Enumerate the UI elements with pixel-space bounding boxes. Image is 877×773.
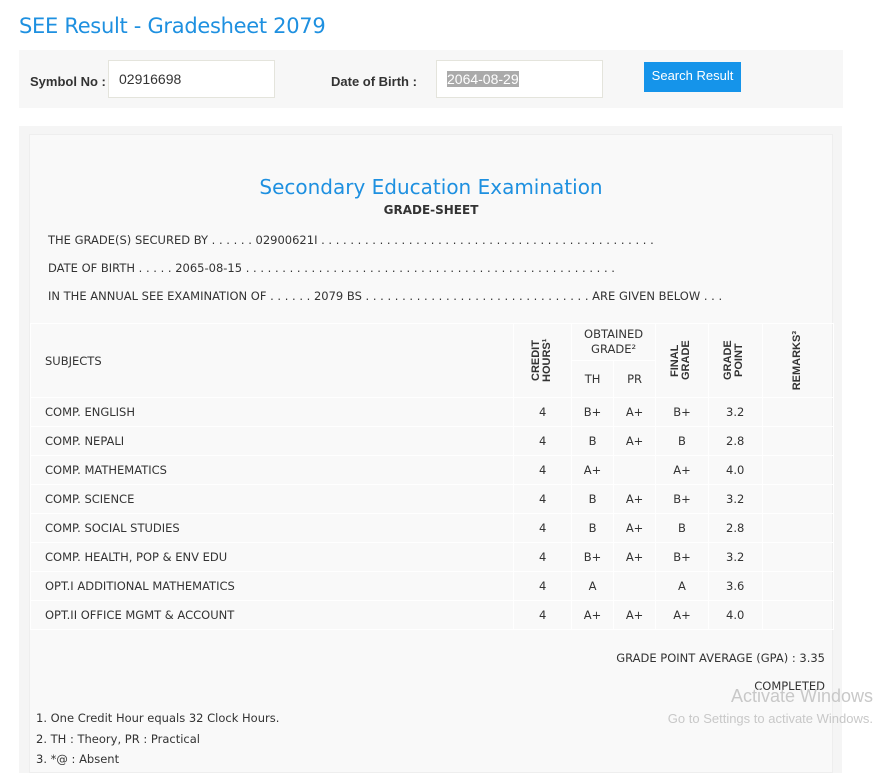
cell-credit: 4	[513, 571, 573, 601]
cell-gp: 2.8	[707, 426, 763, 456]
cell-final: B+	[655, 484, 709, 514]
symbol-input[interactable]: 02916698	[108, 60, 275, 98]
cell-final: A+	[655, 600, 709, 630]
dob-value: 2064-08-29	[447, 71, 519, 87]
cell-final: A+	[655, 455, 709, 485]
cell-remarks	[761, 426, 835, 456]
cell-remarks	[761, 571, 835, 601]
cell-subject: COMP. NEPALI	[29, 426, 515, 456]
cell-remarks	[761, 513, 835, 543]
cell-credit: 4	[513, 600, 573, 630]
cell-pr: A+	[613, 484, 657, 514]
dob-label: Date of Birth :	[331, 74, 417, 89]
cell-gp: 3.6	[707, 571, 763, 601]
final-header: FINAL GRADE	[668, 340, 692, 381]
symbol-label: Symbol No :	[30, 74, 106, 89]
cell-final: B+	[655, 397, 709, 427]
cell-th: A	[571, 571, 615, 601]
cell-credit: 4	[513, 426, 573, 456]
pr-header: PR	[613, 360, 657, 398]
search-result-button[interactable]: Search Result	[644, 62, 741, 92]
cell-final: B	[655, 513, 709, 543]
exam-line: IN THE ANNUAL SEE EXAMINATION OF . . . .…	[48, 289, 723, 303]
cell-subject: COMP. MATHEMATICS	[29, 455, 515, 485]
cell-credit: 4	[513, 484, 573, 514]
table-row: COMP. NEPALI 4 B A+ B 2.8	[29, 426, 835, 456]
gradesheet: Secondary Education Examination GRADE-SH…	[19, 126, 842, 773]
secured-by-line: THE GRADE(S) SECURED BY . . . . . . 0290…	[48, 233, 654, 247]
cell-pr: A+	[613, 600, 657, 630]
cell-gp: 3.2	[707, 542, 763, 572]
watermark-subtitle: Go to Settings to activate Windows.	[667, 711, 873, 726]
cell-gp: 2.8	[707, 513, 763, 543]
watermark-title: Activate Windows	[730, 686, 873, 706]
cell-subject: COMP. SCIENCE	[29, 484, 515, 514]
exam-heading: Secondary Education Examination	[259, 175, 603, 199]
table-row: COMP. ENGLISH 4 B+ A+ B+ 3.2	[29, 397, 835, 427]
cell-gp: 4.0	[707, 600, 763, 630]
cell-pr: A+	[613, 513, 657, 543]
dob-input[interactable]: 2064-08-29	[436, 60, 603, 98]
table-row: OPT.I ADDITIONAL MATHEMATICS 4 A A 3.6	[29, 571, 835, 601]
gp-header: GRADE POINT	[722, 340, 746, 381]
cell-gp: 3.2	[707, 397, 763, 427]
table-row: COMP. SOCIAL STUDIES 4 B A+ B 2.8	[29, 513, 835, 543]
cell-subject: OPT.I ADDITIONAL MATHEMATICS	[29, 571, 515, 601]
cell-final: B	[655, 426, 709, 456]
cell-th: A+	[571, 455, 615, 485]
cell-th: B+	[571, 542, 615, 572]
cell-remarks	[761, 600, 835, 630]
subjects-header: SUBJECTS	[29, 323, 515, 398]
cell-pr	[613, 455, 657, 485]
note-3: 3. *@ : Absent	[36, 752, 120, 766]
cell-remarks	[761, 455, 835, 485]
cell-th: B	[571, 426, 615, 456]
cell-gp: 3.2	[707, 484, 763, 514]
cell-pr: A+	[613, 542, 657, 572]
cell-subject: COMP. ENGLISH	[29, 397, 515, 427]
gradesheet-inner: Secondary Education Examination GRADE-SH…	[29, 134, 835, 773]
cell-final: A	[655, 571, 709, 601]
cell-subject: OPT.II OFFICE MGMT & ACCOUNT	[29, 600, 515, 630]
status: COMPLETED	[754, 679, 825, 693]
gradesheet-heading: GRADE-SHEET	[383, 203, 479, 217]
remarks-header: REMARKS³	[791, 330, 804, 391]
obtained-header: OBTAINED GRADE²	[571, 323, 657, 361]
cell-th: B	[571, 513, 615, 543]
table-row: COMP. MATHEMATICS 4 A+ A+ 4.0	[29, 455, 835, 485]
cell-credit: 4	[513, 513, 573, 543]
cell-credit: 4	[513, 397, 573, 427]
cell-pr: A+	[613, 426, 657, 456]
gpa: GRADE POINT AVERAGE (GPA) : 3.35	[616, 651, 825, 665]
cell-subject: COMP. HEALTH, POP & ENV EDU	[29, 542, 515, 572]
cell-th: A+	[571, 600, 615, 630]
cell-gp: 4.0	[707, 455, 763, 485]
table-row: COMP. HEALTH, POP & ENV EDU 4 B+ A+ B+ 3.2	[29, 542, 835, 572]
page-title: SEE Result - Gradesheet 2079	[19, 14, 326, 38]
cell-th: B+	[571, 397, 615, 427]
cell-credit: 4	[513, 455, 573, 485]
cell-pr	[613, 571, 657, 601]
table-row: OPT.II OFFICE MGMT & ACCOUNT 4 A+ A+ A+ 4.0	[29, 600, 835, 630]
table-row: COMP. SCIENCE 4 B A+ B+ 3.2	[29, 484, 835, 514]
cell-remarks	[761, 484, 835, 514]
th-header: TH	[571, 360, 615, 398]
note-2: 2. TH : Theory, PR : Practical	[36, 732, 200, 746]
credit-header: CREDIT HOURS¹	[529, 338, 553, 383]
cell-pr: A+	[613, 397, 657, 427]
grades-table: SUBJECTS CREDIT HOURS¹ OBTAINED GRADE² F…	[29, 323, 835, 630]
search-form: Symbol No : 02916698 Date of Birth : 206…	[19, 50, 843, 108]
cell-credit: 4	[513, 542, 573, 572]
cell-final: B+	[655, 542, 709, 572]
cell-th: B	[571, 484, 615, 514]
cell-remarks	[761, 542, 835, 572]
cell-remarks	[761, 397, 835, 427]
dob-line: DATE OF BIRTH . . . . . 2065-08-15 . . .…	[48, 261, 615, 275]
note-1: 1. One Credit Hour equals 32 Clock Hours…	[36, 711, 280, 725]
cell-subject: COMP. SOCIAL STUDIES	[29, 513, 515, 543]
